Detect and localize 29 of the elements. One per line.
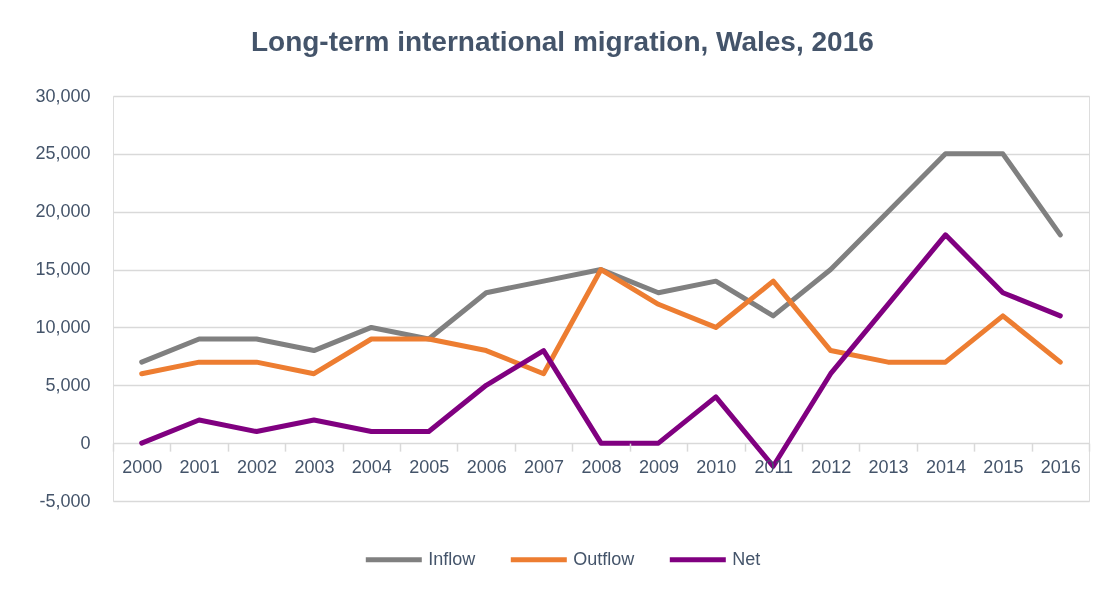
y-tick-label: 15,000	[35, 259, 91, 280]
x-tick-label: 2009	[638, 456, 679, 477]
x-tick-label: 2011	[754, 456, 794, 477]
x-tick-label: 2010	[696, 456, 737, 477]
legend-label: Outflow	[573, 548, 636, 569]
x-tick-label: 2003	[294, 456, 335, 477]
x-tick-label: 2000	[122, 456, 163, 477]
x-tick-label: 2008	[581, 456, 622, 477]
legend-label: Net	[732, 548, 761, 569]
x-tick-label: 2012	[811, 456, 852, 477]
x-tick-label: 2014	[925, 456, 966, 477]
x-tick-label: 2004	[351, 456, 392, 477]
x-tick-label: 2001	[179, 456, 220, 477]
y-tick-label: -5,000	[39, 490, 91, 511]
x-tick-label: 2002	[237, 456, 278, 477]
x-tick-label: 2005	[409, 456, 450, 477]
y-tick-label: 25,000	[35, 143, 91, 164]
y-tick-label: 10,000	[35, 316, 91, 337]
y-tick-label: 0	[80, 432, 91, 453]
x-tick-label: 2007	[524, 456, 565, 477]
legend-label: Inflow	[428, 548, 477, 569]
x-tick-label: 2015	[983, 456, 1024, 477]
y-tick-label: 5,000	[45, 374, 91, 395]
y-tick-label: 30,000	[35, 85, 91, 106]
x-tick-label: 2016	[1040, 456, 1081, 477]
x-tick-label: 2013	[868, 456, 909, 477]
chart-title: Long-term international migration, Wales, 2016	[250, 26, 874, 57]
x-tick-label: 2006	[466, 456, 507, 477]
y-tick-label: 20,000	[35, 201, 91, 222]
